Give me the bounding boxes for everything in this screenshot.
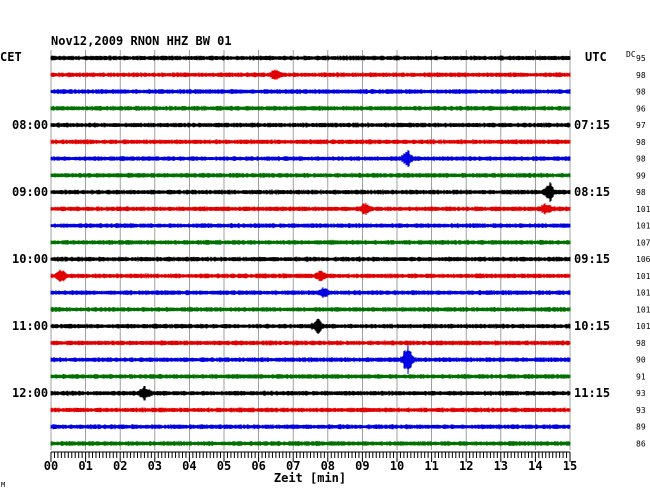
x-tick-label: 11 bbox=[424, 459, 438, 473]
dc-value: 99 bbox=[636, 171, 646, 180]
dc-value: 98 bbox=[636, 339, 646, 348]
footer-mark: M bbox=[1, 481, 5, 489]
x-tick-label: 03 bbox=[148, 459, 162, 473]
seismic-traces bbox=[50, 55, 571, 447]
dc-value: 91 bbox=[636, 372, 646, 381]
grid-lines bbox=[50, 50, 571, 450]
x-tick-label: 13 bbox=[494, 459, 508, 473]
x-axis: 00 01 02 03 04 05 06 07 08 09 10 11 12 13 14 15 bbox=[44, 451, 577, 473]
dc-value: 93 bbox=[636, 406, 646, 415]
left-hour-label: 11:00 bbox=[12, 319, 48, 333]
dc-value: 101 bbox=[636, 222, 650, 231]
trace-row-12 bbox=[50, 239, 571, 246]
x-tick-label: 05 bbox=[217, 459, 231, 473]
row-labels: 08:00 09:00 10:00 11:00 12:00 07:15 08:15 09:15… bbox=[12, 54, 650, 448]
dc-column-header: DC bbox=[626, 50, 636, 59]
right-hour-label: 09:15 bbox=[574, 252, 610, 266]
trace-row-8 bbox=[50, 172, 571, 179]
x-axis-label: Zeit [min] bbox=[274, 471, 346, 485]
trace-row-14 bbox=[50, 269, 571, 283]
x-tick-label: 08 bbox=[321, 459, 335, 473]
trace-row-15 bbox=[50, 287, 571, 298]
dc-value: 93 bbox=[636, 389, 646, 398]
dc-value: 101 bbox=[636, 322, 650, 331]
dc-value: 98 bbox=[636, 138, 646, 147]
x-tick-label: 10 bbox=[390, 459, 404, 473]
dc-value: 107 bbox=[636, 238, 650, 247]
trace-row-4 bbox=[50, 105, 571, 111]
trace-row-11 bbox=[50, 222, 571, 229]
dc-value: 101 bbox=[636, 272, 650, 281]
dc-value: 89 bbox=[636, 423, 646, 432]
dc-value: 96 bbox=[636, 104, 646, 113]
x-tick-label: 07 bbox=[286, 459, 300, 473]
trace-row-21 bbox=[50, 385, 571, 401]
trace-row-16 bbox=[50, 306, 571, 313]
left-hour-label: 08:00 bbox=[12, 118, 48, 132]
x-tick-label: 02 bbox=[113, 459, 127, 473]
dc-value: 106 bbox=[636, 255, 650, 264]
dc-value: 86 bbox=[636, 439, 646, 448]
dc-value: 98 bbox=[636, 88, 646, 97]
right-hour-label: 07:15 bbox=[574, 118, 610, 132]
trace-row-7 bbox=[50, 149, 571, 168]
x-tick-label: 04 bbox=[182, 459, 196, 473]
chart-title: Nov12,2009 RNON HHZ BW 01 bbox=[51, 34, 232, 48]
trace-row-19 bbox=[50, 345, 571, 375]
x-tick-label: 06 bbox=[251, 459, 265, 473]
dc-value: 101 bbox=[636, 205, 650, 214]
dc-value: 90 bbox=[636, 356, 646, 365]
x-tick-label: 12 bbox=[459, 459, 473, 473]
x-tick-label: 00 bbox=[44, 459, 58, 473]
trace-row-23 bbox=[50, 424, 571, 430]
trace-row-1 bbox=[50, 55, 571, 61]
trace-row-13 bbox=[50, 256, 571, 262]
x-tick-label: 01 bbox=[78, 459, 92, 473]
trace-row-9 bbox=[50, 182, 571, 203]
dc-value: 98 bbox=[636, 71, 646, 80]
trace-row-3 bbox=[50, 88, 571, 95]
dc-value: 98 bbox=[636, 155, 646, 164]
trace-row-10 bbox=[50, 202, 571, 216]
right-timezone-label: UTC bbox=[585, 50, 607, 64]
left-hour-label: 09:00 bbox=[12, 185, 48, 199]
right-hour-label: 08:15 bbox=[574, 185, 610, 199]
trace-row-18 bbox=[50, 340, 571, 346]
trace-row-17 bbox=[50, 318, 571, 334]
dc-value: 95 bbox=[636, 54, 646, 63]
left-hour-label: 10:00 bbox=[12, 252, 48, 266]
trace-row-24 bbox=[50, 440, 571, 447]
dc-value: 101 bbox=[636, 305, 650, 314]
x-tick-label: 09 bbox=[355, 459, 369, 473]
trace-row-5 bbox=[50, 122, 571, 128]
dc-value: 101 bbox=[636, 289, 650, 298]
dc-value: 97 bbox=[636, 121, 646, 130]
right-hour-label: 11:15 bbox=[574, 386, 610, 400]
left-timezone-label: CET bbox=[0, 50, 22, 64]
dc-value: 98 bbox=[636, 188, 646, 197]
trace-row-2 bbox=[50, 69, 571, 80]
trace-row-6 bbox=[50, 139, 571, 145]
trace-row-22 bbox=[50, 407, 571, 413]
left-hour-label: 12:00 bbox=[12, 386, 48, 400]
right-hour-label: 10:15 bbox=[574, 319, 610, 333]
x-tick-label: 14 bbox=[528, 459, 542, 473]
trace-row-20 bbox=[50, 373, 571, 380]
x-tick-label: 15 bbox=[563, 459, 577, 473]
